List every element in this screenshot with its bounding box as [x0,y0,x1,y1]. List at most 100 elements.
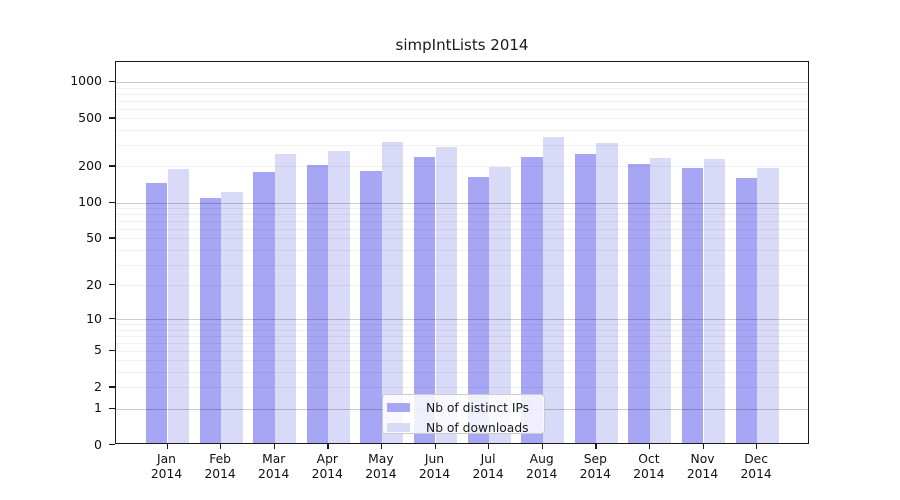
bar-nb-of-distinct-ips-aug [521,156,543,443]
gridline-minor-7 [116,335,808,337]
y-tick-label-200: 200 [78,157,102,173]
x-tick-mark-sep [595,444,597,449]
bar-nb-of-distinct-ips-sep [574,153,597,443]
y-tick-mark-2 [109,386,115,388]
y-tick-mark-100 [109,201,115,203]
y-tick-mark-20 [109,284,115,286]
legend-label: Nb of distinct IPs [426,400,530,415]
x-tick-label-oct: Oct 2014 [619,452,679,482]
x-tick-year: 2014 [579,467,611,481]
x-tick-month: Apr [316,452,338,466]
x-tick-month: Jun [424,452,445,466]
bar-nb-of-distinct-ips-jan [145,182,168,443]
x-tick-year: 2014 [686,467,719,481]
gridline-minor-70 [116,221,808,222]
y-tick-mark-5 [109,349,115,352]
x-tick-label-apr: Apr 2014 [297,452,357,482]
x-tick-mark-oct [648,444,651,449]
legend-entry-nb-of-distinct-ips: Nb of distinct IPs [387,400,544,415]
y-tick-label-100: 100 [78,194,102,209]
bar-nb-of-distinct-ips-dec [735,177,758,443]
gridline-minor-900 [116,87,808,89]
bar-nb-of-downloads-may [381,141,404,443]
y-tick-mark-500 [109,117,115,119]
y-tick-label-1000: 1000 [70,73,102,89]
x-tick-month: Jan [157,452,176,466]
x-tick-mark-jun [434,444,436,449]
y-tick-label-10: 10 [86,310,102,326]
gridline-minor-30 [116,264,808,266]
x-tick-label-aug: Aug 2014 [512,452,572,482]
x-tick-mark-dec [756,444,758,449]
x-tick-year: 2014 [526,467,558,481]
gridline-minor-700 [116,100,808,102]
bar-nb-of-distinct-ips-jul [467,177,490,443]
y-tick-label-5: 5 [94,342,102,358]
x-tick-mark-jan [166,444,168,449]
x-tick-label-may: May 2014 [351,452,411,482]
x-tick-mark-may [380,444,383,449]
y-tick-mark-0 [109,444,115,446]
gridline-minor-8 [116,329,808,331]
x-tick-label-dec: Dec 2014 [726,452,786,482]
y-tick-mark-200 [109,165,115,167]
x-tick-year: 2014 [740,467,772,481]
chart-title: simpIntLists 2014 [395,36,529,54]
x-tick-year: 2014 [633,467,665,481]
x-tick-mark-jul [488,444,490,449]
x-tick-label-nov: Nov 2014 [673,452,733,482]
gridline-minor-500 [116,118,808,120]
gridline-minor-9 [116,324,808,325]
gridline-minor-300 [116,145,808,147]
x-tick-label-jul: Jul 2014 [458,452,518,482]
x-tick-month: May [368,452,394,466]
bar-nb-of-downloads-sep [596,142,618,443]
gridline-minor-2 [116,387,808,389]
gridline-minor-5 [116,350,808,352]
legend-swatch-nb-of-distinct-ips [387,403,410,412]
x-tick-month: Aug [529,452,554,466]
bar-nb-of-downloads-nov [703,158,726,443]
bar-nb-of-downloads-jul [489,167,511,443]
bar-nb-of-downloads-dec [757,168,779,443]
gridline-minor-4 [116,360,808,362]
x-tick-mark-mar [273,444,275,449]
x-tick-label-feb: Feb 2014 [190,452,250,482]
plot-area: Nb of distinct IPs Nb of downloads [115,61,809,444]
bar-nb-of-downloads-oct [649,157,672,443]
x-tick-month: Mar [262,452,286,466]
y-tick-label-500: 500 [78,109,102,125]
y-tick-label-20: 20 [86,276,102,292]
x-tick-mark-feb [220,444,222,449]
y-tick-label-0: 0 [94,436,102,452]
x-tick-month: Dec [744,452,768,466]
x-tick-month: Feb [209,452,231,466]
x-tick-year: 2014 [472,467,504,481]
x-tick-mark-apr [327,444,329,449]
bar-nb-of-distinct-ips-jun [413,156,436,443]
x-tick-year: 2014 [204,467,236,481]
legend-label: Nb of downloads [426,420,529,435]
x-tick-label-jan: Jan 2014 [137,452,197,482]
x-tick-month: Nov [690,452,715,466]
x-tick-label-sep: Sep 2014 [565,452,625,482]
bar-nb-of-distinct-ips-may [360,170,382,443]
gridline-minor-90 [116,208,808,209]
y-tick-label-2: 2 [94,378,102,394]
gridline-minor-400 [116,130,808,131]
y-tick-mark-1 [109,407,115,409]
x-tick-month: Jul [480,452,496,466]
x-tick-month: Oct [638,452,660,466]
gridline-minor-6 [116,342,808,344]
gridline-minor-40 [116,249,808,251]
gridline-minor-60 [116,229,808,230]
bar-nb-of-downloads-mar [274,153,297,443]
bar-nb-of-distinct-ips-apr [306,165,329,443]
x-tick-month: Sep [583,452,607,466]
bar-nb-of-distinct-ips-oct [628,163,650,443]
y-tick-label-1: 1 [94,400,102,416]
bar-nb-of-distinct-ips-feb [199,197,222,443]
gridline-minor-200 [116,166,808,168]
gridline-minor-3 [116,372,808,374]
y-tick-label-50: 50 [86,229,102,245]
